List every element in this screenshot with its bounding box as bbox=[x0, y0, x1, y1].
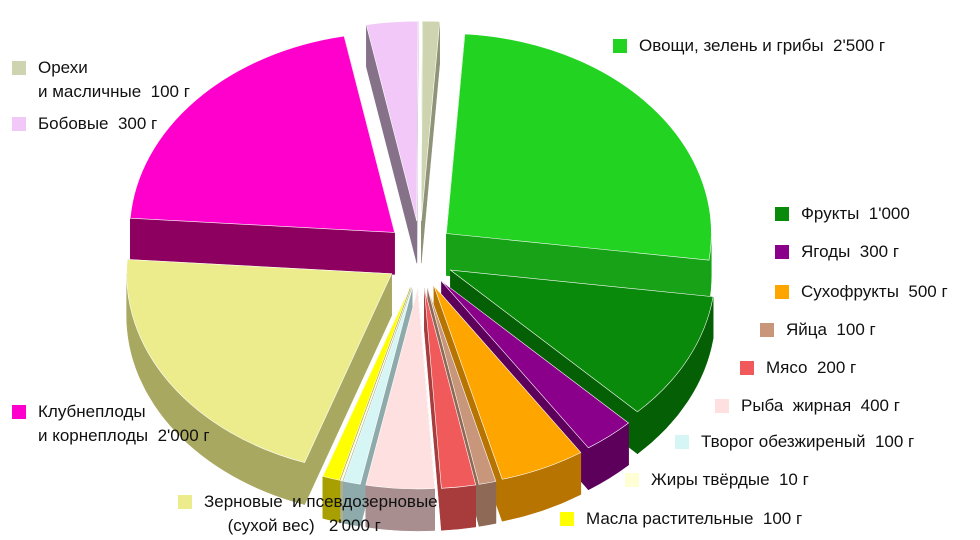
pie-slice-2 bbox=[441, 281, 630, 449]
legend-label-10: Зерновые и псевдозерновые (сухой вес) 2'… bbox=[204, 492, 438, 535]
legend-swatch-6 bbox=[715, 399, 729, 413]
legend-entry-4: Яйца 100 г bbox=[760, 318, 876, 342]
legend-swatch-10 bbox=[178, 495, 192, 509]
pie-slice-9 bbox=[322, 287, 411, 481]
pie-slice-10 bbox=[126, 259, 393, 463]
legend-entry-11: Клубнеплоды и корнеплоды 2'000 г bbox=[12, 400, 210, 448]
pie-slice-7 bbox=[343, 288, 413, 485]
legend-entry-1: Фрукты 1'000 bbox=[775, 202, 910, 226]
legend-label-2: Ягоды 300 г bbox=[801, 242, 900, 261]
legend-label-11: Клубнеплоды и корнеплоды 2'000 г bbox=[38, 402, 210, 445]
legend-label-6: Рыба жирная 400 г bbox=[741, 396, 900, 415]
legend-swatch-1 bbox=[775, 207, 789, 221]
pie-slice-4 bbox=[427, 288, 497, 485]
legend-label-9: Масла растительные 100 г bbox=[586, 509, 803, 528]
pie-slice-11 bbox=[129, 35, 395, 233]
legend-entry-12: Бобовые 300 г bbox=[12, 112, 157, 136]
legend-label-8: Жиры твёрдые 10 г bbox=[651, 470, 809, 489]
legend-label-0: Овощи, зелень и грибы 2'500 г bbox=[639, 36, 886, 55]
legend-label-5: Мясо 200 г bbox=[766, 358, 857, 377]
legend-swatch-7 bbox=[675, 435, 689, 449]
legend-swatch-2 bbox=[775, 245, 789, 259]
legend-swatch-4 bbox=[760, 323, 774, 337]
legend-swatch-9 bbox=[560, 512, 574, 526]
legend-entry-3: Сухофрукты 500 г bbox=[775, 280, 948, 304]
legend-entry-0: Овощи, зелень и грибы 2'500 г bbox=[613, 34, 885, 58]
legend-entry-9: Масла растительные 100 г bbox=[560, 507, 802, 531]
legend-entry-2: Ягоды 300 г bbox=[775, 240, 899, 264]
legend-label-13: Орехи и масличные 100 г bbox=[38, 58, 190, 101]
legend-entry-10: Зерновые и псевдозерновые (сухой вес) 2'… bbox=[178, 490, 438, 538]
legend-swatch-8 bbox=[625, 473, 639, 487]
legend-label-7: Творог обезжиреный 100 г bbox=[701, 432, 915, 451]
slice-rim-4-0 bbox=[478, 481, 497, 527]
legend-label-12: Бобовые 300 г bbox=[38, 114, 158, 133]
legend-swatch-3 bbox=[775, 285, 789, 299]
legend-swatch-0 bbox=[613, 39, 627, 53]
pie-slice-6 bbox=[365, 288, 436, 490]
pie-slice-3 bbox=[433, 285, 582, 480]
slice-tops bbox=[126, 20, 714, 490]
legend-entry-5: Мясо 200 г bbox=[740, 356, 856, 380]
legend-entry-7: Творог обезжиреный 100 г bbox=[675, 430, 914, 454]
legend-label-4: Яйца 100 г bbox=[786, 320, 876, 339]
legend-label-1: Фрукты 1'000 bbox=[801, 204, 910, 223]
legend-label-3: Сухофрукты 500 г bbox=[801, 282, 948, 301]
legend-entry-13: Орехи и масличные 100 г bbox=[12, 56, 190, 104]
pie-slice-1 bbox=[449, 269, 714, 413]
pie-slice-0 bbox=[446, 33, 712, 261]
legend-entry-8: Жиры твёрдые 10 г bbox=[625, 468, 809, 492]
legend-swatch-11 bbox=[12, 405, 26, 419]
pie-slice-13 bbox=[420, 20, 441, 222]
slice-rim-5-0 bbox=[441, 484, 476, 531]
pie-slice-5 bbox=[424, 288, 477, 489]
pie-slice-8 bbox=[340, 287, 412, 482]
legend-swatch-13 bbox=[12, 61, 26, 75]
legend-swatch-5 bbox=[740, 361, 754, 375]
pie-slice-12 bbox=[365, 20, 419, 222]
legend-entry-6: Рыба жирная 400 г bbox=[715, 394, 900, 418]
legend-swatch-12 bbox=[12, 117, 26, 131]
